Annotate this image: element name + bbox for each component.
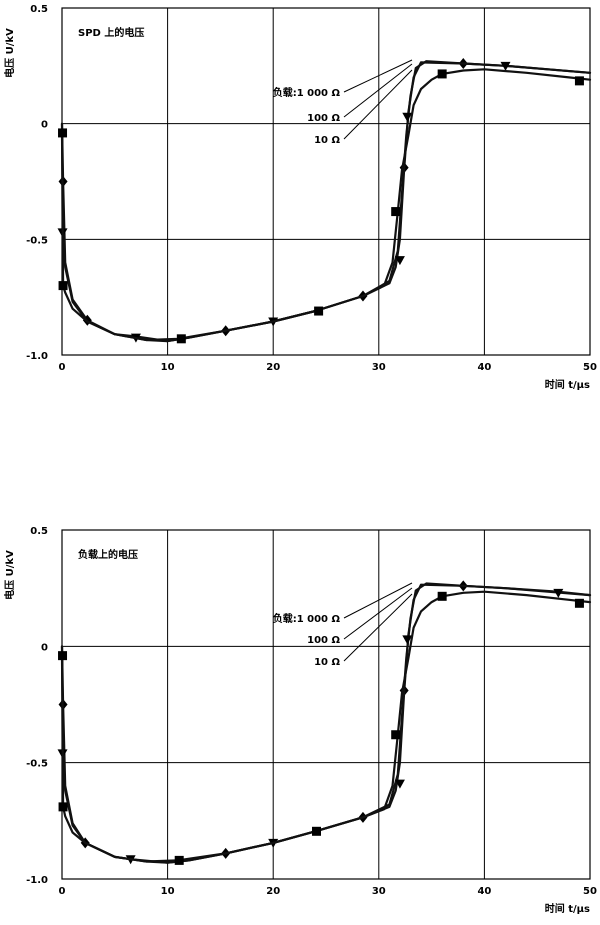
- chart-title: 负载上的电压: [78, 548, 138, 561]
- x-tick-label: 50: [583, 362, 597, 373]
- plot-frame: [61, 529, 591, 880]
- triangle-marker: [394, 256, 405, 266]
- legend-leader-line: [343, 63, 413, 118]
- x-tick-label: 10: [161, 362, 175, 373]
- y-tick-label: -0.5: [26, 759, 48, 770]
- x-tick-label: 50: [583, 886, 597, 897]
- legend-leader-line: [343, 59, 413, 93]
- series-line-diamond: [60, 582, 592, 864]
- x-tick-label: 40: [477, 886, 491, 897]
- legend-label: 100 Ω: [307, 113, 340, 124]
- x-tick-label: 20: [266, 362, 280, 373]
- x-axis-label: 时间 t/μs: [545, 902, 590, 915]
- y-tick-label: 0.5: [30, 4, 48, 15]
- legend-leader-line: [343, 582, 413, 619]
- x-tick-label: 0: [59, 362, 66, 373]
- square-marker: [391, 730, 401, 740]
- y-tick-label: -0.5: [26, 235, 48, 246]
- legend-leader-line: [343, 69, 413, 140]
- triangle-marker: [402, 635, 413, 645]
- square-marker: [58, 651, 68, 661]
- series-line-triangle-down: [60, 61, 592, 343]
- y-tick-label: 0.5: [30, 526, 48, 537]
- y-tick-label: -1.0: [26, 875, 48, 886]
- square-marker: [58, 281, 68, 291]
- x-tick-label: 40: [477, 362, 491, 373]
- plot-frame: [61, 7, 591, 356]
- series-line-square: [60, 590, 592, 863]
- chart-panel-2: 0 10 20 30 40 50 0.5 0 -0.5 -1.0 电压 U/kV 时间 t/μs 负载上…: [3, 526, 597, 915]
- x-axis-label: 时间 t/μs: [545, 378, 590, 391]
- square-marker: [58, 802, 68, 812]
- square-marker: [391, 207, 401, 217]
- square-marker: [574, 598, 584, 608]
- y-tick-label: 0: [41, 120, 48, 131]
- legend-label: 负载:1 000 Ω: [273, 86, 341, 99]
- series-line-square: [60, 68, 592, 342]
- square-marker: [437, 69, 447, 79]
- x-tick-label: 20: [266, 886, 280, 897]
- y-axis-label: 电压 U/kV: [3, 550, 16, 600]
- square-marker: [58, 128, 68, 138]
- legend-label: 负载:1 000 Ω: [273, 612, 341, 625]
- x-tick-label: 30: [372, 886, 386, 897]
- legend-label: 100 Ω: [307, 635, 340, 646]
- square-marker: [314, 306, 324, 316]
- triangle-marker: [553, 588, 564, 598]
- square-marker: [437, 591, 447, 601]
- x-tick-label: 30: [372, 362, 386, 373]
- series-line-diamond: [60, 60, 592, 343]
- series-line-triangle-down: [60, 583, 592, 864]
- square-marker: [174, 855, 184, 865]
- legend-leader-line: [343, 593, 413, 662]
- y-tick-label: -1.0: [26, 351, 48, 362]
- square-marker: [176, 334, 186, 344]
- legend-label: 10 Ω: [314, 657, 340, 668]
- x-tick-label: 10: [161, 886, 175, 897]
- triangle-marker: [394, 779, 405, 789]
- x-tick-label: 0: [59, 886, 66, 897]
- y-axis-label: 电压 U/kV: [3, 28, 16, 78]
- legend-leader-line: [343, 587, 413, 640]
- triangle-marker: [500, 61, 511, 71]
- chart-panel-1: 0 10 20 30 40 50 0.5 0 -0.5 -1.0 电压 U/kV 时间 t/μs SPD…: [3, 4, 597, 391]
- square-marker: [311, 826, 321, 836]
- chart-title: SPD 上的电压: [78, 26, 144, 39]
- y-tick-label: 0: [41, 642, 48, 653]
- square-marker: [574, 76, 584, 86]
- triangle-marker: [402, 112, 413, 122]
- legend-label: 10 Ω: [314, 135, 340, 146]
